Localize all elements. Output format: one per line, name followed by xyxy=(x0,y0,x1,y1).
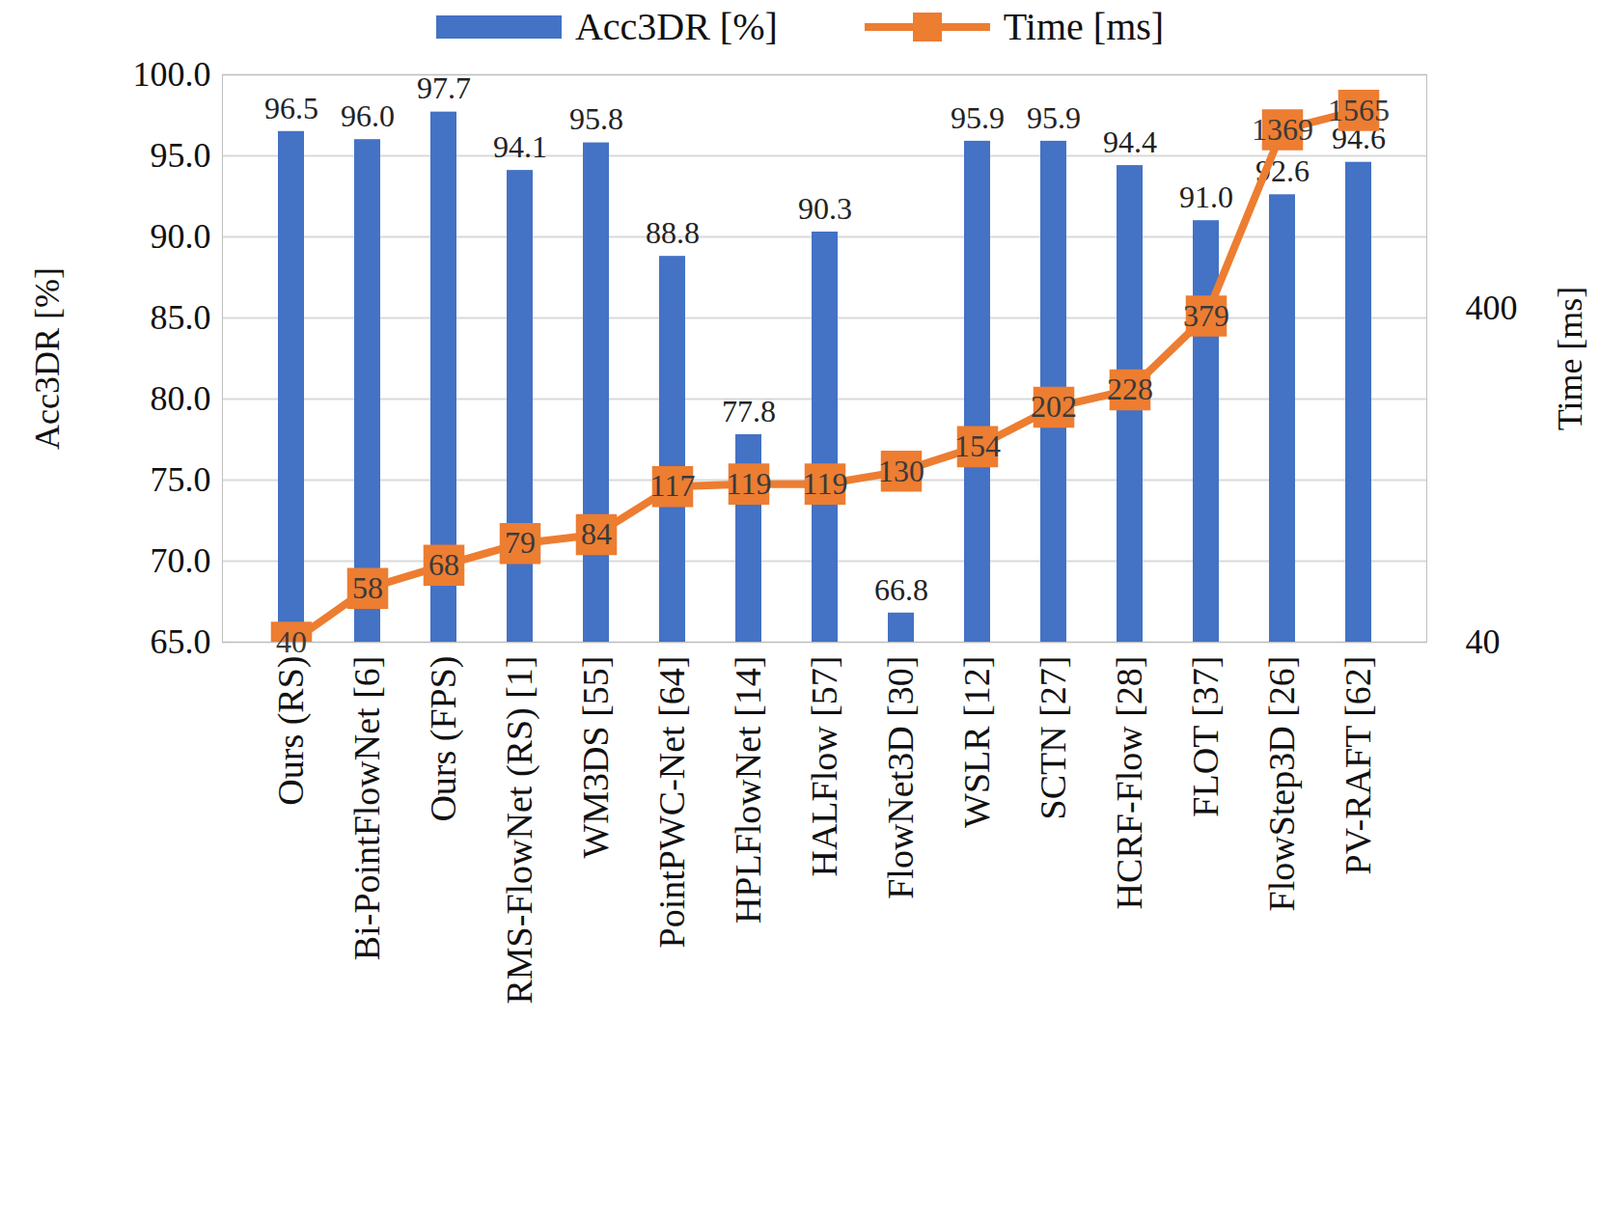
svg-text:119: 119 xyxy=(802,466,849,501)
svg-text:84: 84 xyxy=(580,516,612,552)
html-text:Time [ms]: Time [ms] xyxy=(1003,4,1164,49)
svg-text:94.1: 94.1 xyxy=(493,129,548,165)
svg-text:95.9: 95.9 xyxy=(950,100,1005,136)
svg-text:HALFlow [57]: HALFlow [57] xyxy=(803,656,845,878)
svg-text:HPLFlowNet [14]: HPLFlowNet [14] xyxy=(727,656,769,925)
svg-text:94.6: 94.6 xyxy=(1331,121,1386,156)
svg-text:FlowNet3D [30]: FlowNet3D [30] xyxy=(880,656,921,900)
svg-text:95.9: 95.9 xyxy=(1026,100,1081,136)
svg-text:PV-RAFT [62]: PV-RAFT [62] xyxy=(1337,656,1379,876)
svg-text:40: 40 xyxy=(1465,622,1501,662)
html-text:Acc3DR [%]: Acc3DR [%] xyxy=(575,4,778,49)
svg-text:Bi-PointFlowNet [6]: Bi-PointFlowNet [6] xyxy=(346,656,387,962)
svg-text:96.5: 96.5 xyxy=(264,90,319,126)
svg-text:65.0: 65.0 xyxy=(150,622,212,662)
svg-text:Ours (FPS): Ours (FPS) xyxy=(422,656,465,823)
svg-text:Time [ms]: Time [ms] xyxy=(1550,286,1590,432)
svg-text:96.0: 96.0 xyxy=(340,98,395,134)
svg-text:97.7: 97.7 xyxy=(416,70,471,106)
svg-text:90.0: 90.0 xyxy=(150,217,212,256)
svg-text:88.8: 88.8 xyxy=(645,215,700,250)
svg-text:202: 202 xyxy=(1030,388,1077,424)
svg-text:75.0: 75.0 xyxy=(150,460,212,499)
svg-text:154: 154 xyxy=(954,428,1001,464)
svg-text:40: 40 xyxy=(275,624,307,660)
svg-text:68: 68 xyxy=(428,547,460,582)
svg-text:85.0: 85.0 xyxy=(150,298,212,337)
svg-text:66.8: 66.8 xyxy=(874,572,929,607)
svg-text:119: 119 xyxy=(726,466,773,501)
svg-text:100.0: 100.0 xyxy=(133,55,212,94)
svg-text:228: 228 xyxy=(1106,371,1154,407)
svg-text:91.0: 91.0 xyxy=(1179,179,1234,215)
svg-text:Acc3DR [%]: Acc3DR [%] xyxy=(27,267,67,450)
svg-text:FlowStep3D [26]: FlowStep3D [26] xyxy=(1261,656,1302,912)
svg-text:70.0: 70.0 xyxy=(150,541,212,580)
svg-text:79: 79 xyxy=(504,524,536,560)
svg-text:379: 379 xyxy=(1183,298,1230,333)
svg-text:1565: 1565 xyxy=(1327,92,1390,128)
svg-text:130: 130 xyxy=(878,453,925,489)
svg-text:90.3: 90.3 xyxy=(798,191,853,226)
svg-text:400: 400 xyxy=(1465,288,1518,328)
svg-text:80.0: 80.0 xyxy=(150,379,212,418)
svg-text:RMS-FlowNet (RS) [1]: RMS-FlowNet (RS) [1] xyxy=(498,656,541,1005)
svg-text:94.4: 94.4 xyxy=(1103,124,1158,160)
svg-text:Ours (RS): Ours (RS) xyxy=(270,656,312,806)
svg-text:FLOT [37]: FLOT [37] xyxy=(1185,656,1226,818)
svg-text:WM3DS [55]: WM3DS [55] xyxy=(575,656,616,859)
svg-text:HCRF-Flow [28]: HCRF-Flow [28] xyxy=(1108,656,1150,911)
svg-text:1369: 1369 xyxy=(1251,111,1314,147)
svg-text:PointPWC-Net [64]: PointPWC-Net [64] xyxy=(651,656,692,949)
svg-text:92.6: 92.6 xyxy=(1255,153,1310,189)
svg-text:95.8: 95.8 xyxy=(569,101,624,137)
svg-text:WSLR [12]: WSLR [12] xyxy=(956,656,997,828)
svg-text:77.8: 77.8 xyxy=(721,393,776,429)
svg-text:SCTN [27]: SCTN [27] xyxy=(1032,656,1074,821)
svg-text:95.0: 95.0 xyxy=(150,136,212,175)
svg-text:117: 117 xyxy=(650,468,696,503)
svg-text:58: 58 xyxy=(352,570,384,606)
